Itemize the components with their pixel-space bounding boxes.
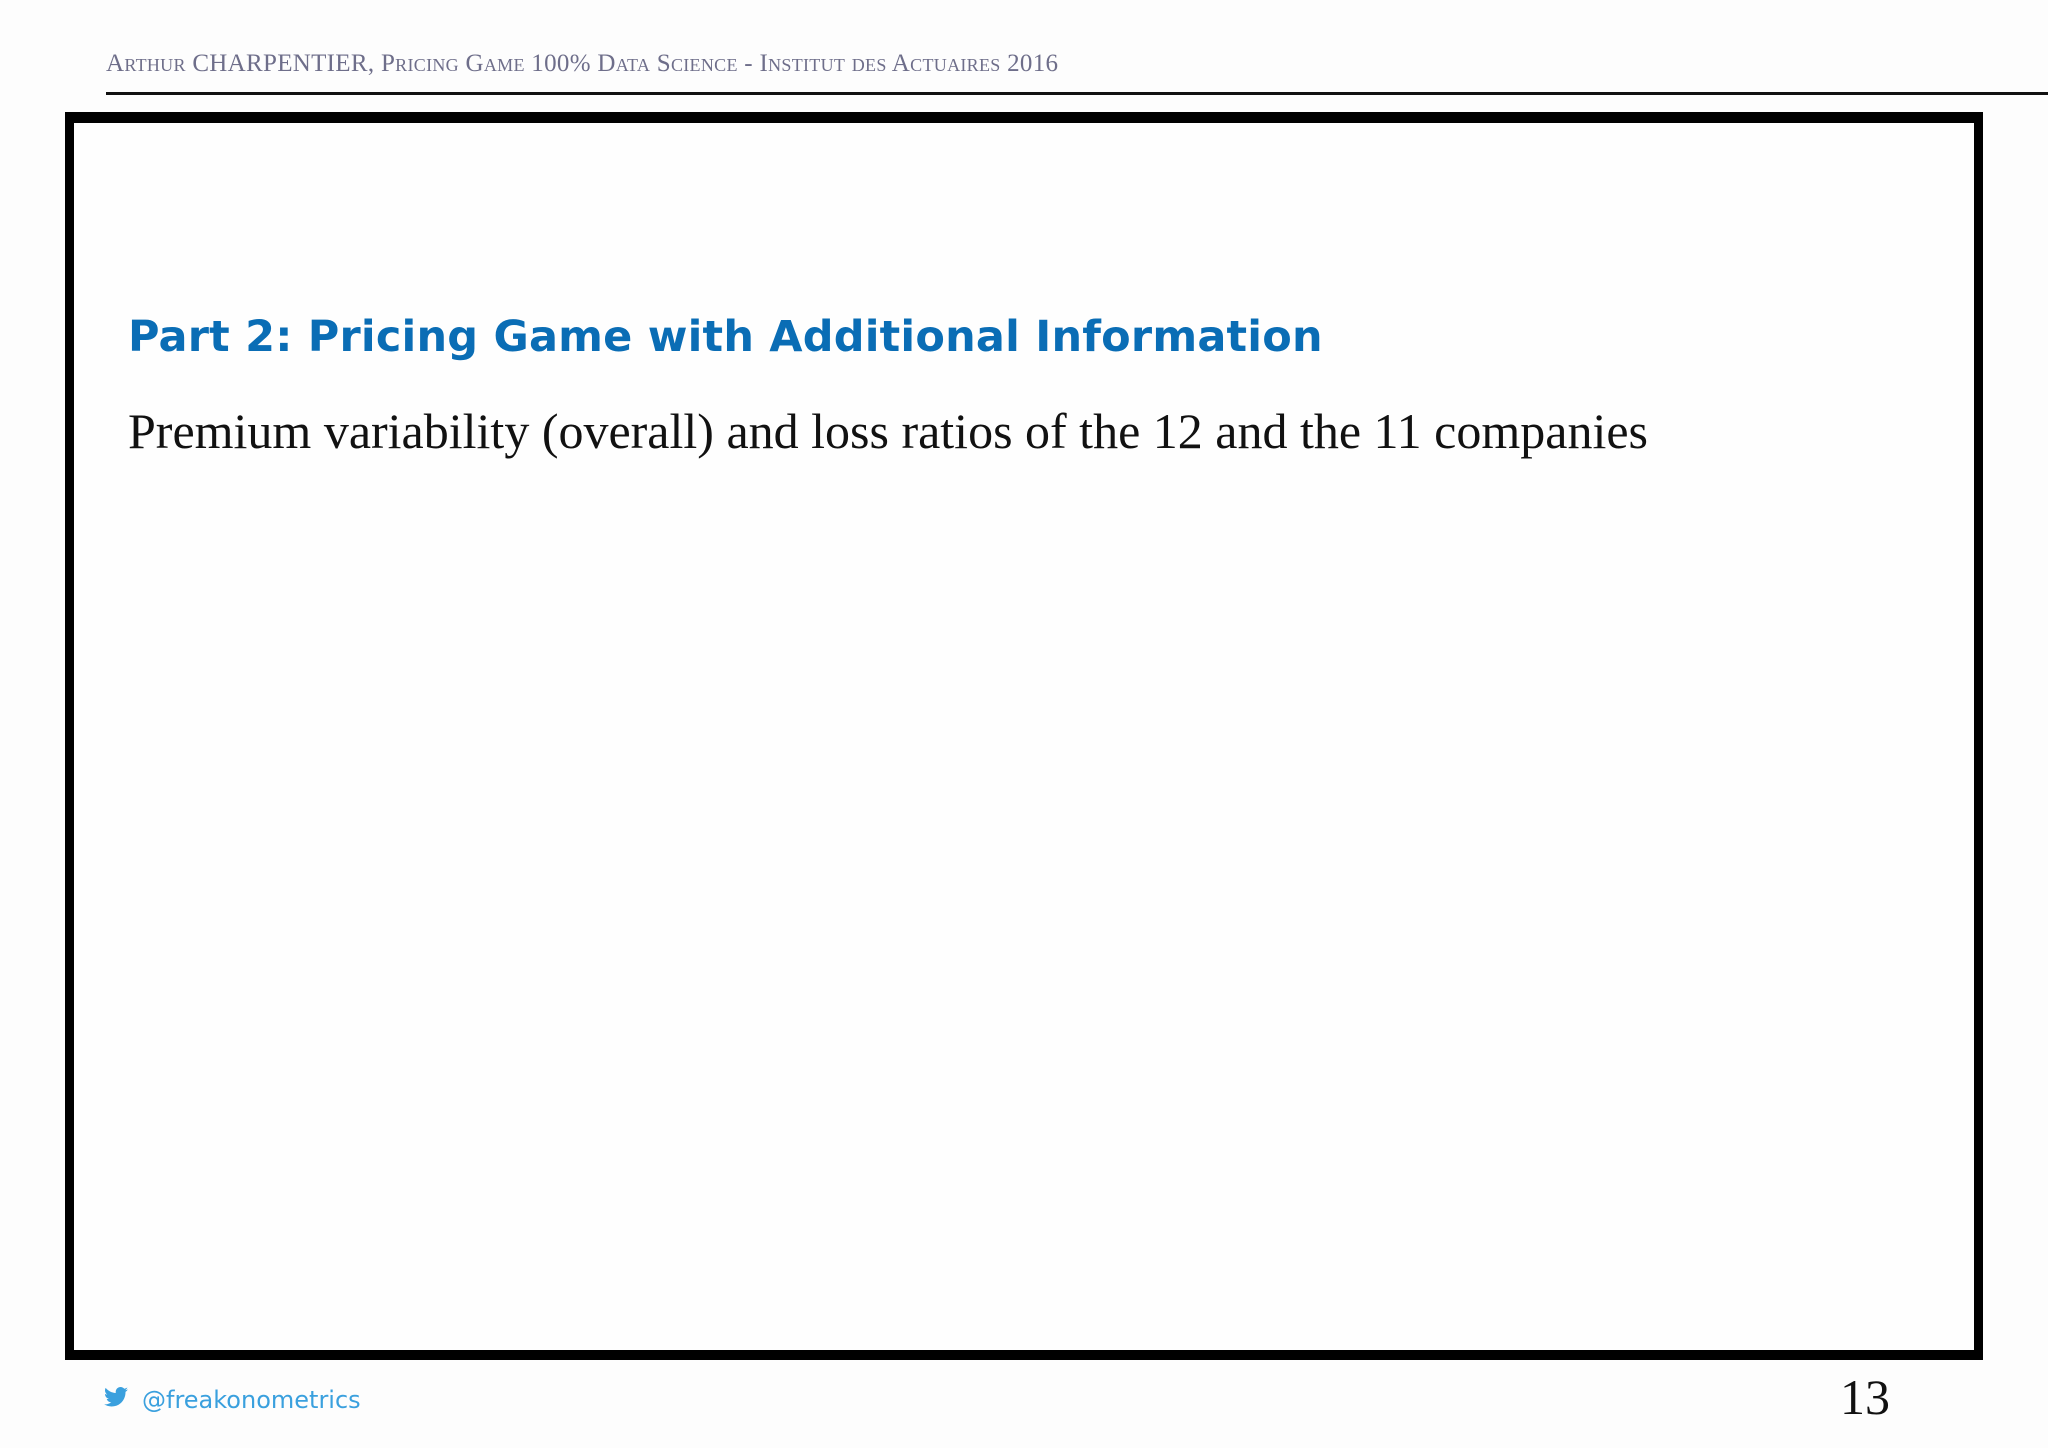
page-number: 13 xyxy=(1840,1369,1890,1425)
twitter-handle[interactable]: @freakonometrics xyxy=(142,1386,361,1414)
twitter-bird-icon xyxy=(104,1386,128,1414)
slide-title: Part 2: Pricing Game with Additional Inf… xyxy=(128,312,1323,362)
twitter-link[interactable]: @freakonometrics xyxy=(104,1386,361,1414)
slide-frame xyxy=(65,112,1983,1360)
header-rule xyxy=(106,92,2048,95)
slide-subtitle: Premium variability (overall) and loss r… xyxy=(128,403,1648,459)
running-header: Arthur CHARPENTIER, Pricing Game 100% Da… xyxy=(106,50,1059,77)
